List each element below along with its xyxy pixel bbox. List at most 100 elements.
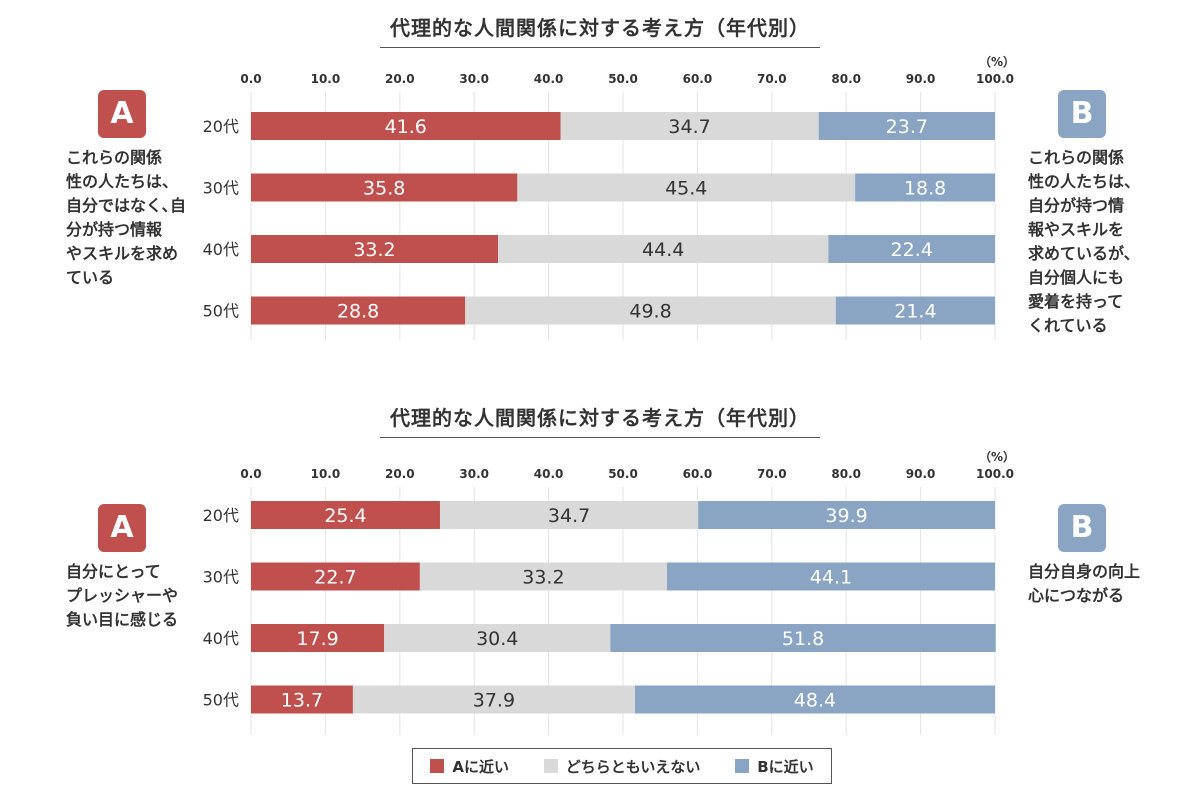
bar-segment xyxy=(384,624,611,652)
chart-title-1-text: 代理的な人間関係に対する考え方（年代別） xyxy=(380,12,820,48)
tick-label: 100.0 xyxy=(976,467,1014,481)
data-label: 49.8 xyxy=(629,301,671,323)
data-label: 18.8 xyxy=(904,178,946,200)
category-label: 20代 xyxy=(203,506,239,525)
note-b-2: 自分自身の向上 心につながる xyxy=(1028,562,1141,605)
tick-label: 40.0 xyxy=(534,72,564,86)
bar-segment xyxy=(818,112,995,140)
tick-label: 70.0 xyxy=(757,467,787,481)
chart-title-2: 代理的な人間関係に対する考え方（年代別） xyxy=(0,402,1200,438)
tick-label: 40.0 xyxy=(534,467,564,481)
legend-label-a: Aに近い xyxy=(452,757,509,776)
legend-item-a: Aに近い xyxy=(430,756,509,777)
note-a-2: 自分にとって プレッシャーや 負い目に感じる xyxy=(66,562,179,629)
tick-label: 10.0 xyxy=(311,72,341,86)
bar-segment xyxy=(498,235,829,263)
bar-segment xyxy=(855,173,995,202)
bar-segment xyxy=(828,235,995,263)
bar-segment xyxy=(666,562,995,591)
bar-segment xyxy=(251,562,420,591)
data-label: 21.4 xyxy=(894,301,936,323)
data-label: 25.4 xyxy=(324,505,366,527)
legend: Aに近い どちらともいえない Bに近い xyxy=(412,748,832,784)
bar-segment xyxy=(352,685,635,714)
data-label: 33.2 xyxy=(522,567,564,589)
bar-segment xyxy=(251,296,466,325)
tick-label: 10.0 xyxy=(311,467,341,481)
unit-label: （%） xyxy=(979,449,1015,464)
bar-segment xyxy=(465,296,836,325)
data-label: 37.9 xyxy=(473,690,515,712)
bar-segment xyxy=(698,501,995,529)
note-b-1: これらの関係 性の人たちは、 自分が持つ情 報やスキルを 求めているが、 自分個… xyxy=(1028,148,1141,335)
chart-1: 0.0 10.0 20.0 30.0 40.0 50.0 60.0 70.0 80.0 90.0 1… xyxy=(203,54,1015,340)
bar-segment xyxy=(251,235,499,263)
tick-label: 80.0 xyxy=(831,72,861,86)
data-label: 22.7 xyxy=(314,567,356,589)
data-label: 39.9 xyxy=(825,505,867,527)
tick-label: 30.0 xyxy=(459,467,489,481)
data-label: 30.4 xyxy=(476,628,518,650)
data-label: 13.7 xyxy=(281,690,323,712)
bar-segment xyxy=(251,112,561,140)
data-label: 34.7 xyxy=(668,116,710,138)
data-label: 45.4 xyxy=(665,178,707,200)
tick-label: 90.0 xyxy=(906,467,936,481)
legend-item-b: Bに近い xyxy=(735,756,814,777)
tick-label: 0.0 xyxy=(240,467,261,481)
bar-segment xyxy=(835,296,995,325)
legend-swatch-a xyxy=(430,759,445,773)
note-a-1: これらの関係 性の人たちは、 自分ではなく､自 分が持つ情報 やスキルを求め て… xyxy=(66,148,187,287)
chart-title-2-text: 代理的な人間関係に対する考え方（年代別） xyxy=(380,402,820,438)
tick-label: 80.0 xyxy=(831,467,861,481)
data-label: 35.8 xyxy=(363,178,405,200)
tick-label: 0.0 xyxy=(240,72,261,86)
tick-label: 30.0 xyxy=(459,72,489,86)
data-label: 28.8 xyxy=(337,301,379,323)
data-label: 48.4 xyxy=(794,690,836,712)
category-label: 40代 xyxy=(203,240,239,259)
data-label: 51.8 xyxy=(782,628,824,650)
bar-segment xyxy=(251,173,518,202)
data-label: 22.4 xyxy=(891,239,933,261)
data-label: 44.1 xyxy=(810,567,852,589)
bar-segment xyxy=(610,624,996,652)
data-label: 33.2 xyxy=(353,239,395,261)
bar-segment xyxy=(251,624,385,652)
legend-item-neutral: どちらともいえない xyxy=(543,756,701,777)
bar-segment xyxy=(560,112,819,140)
badge-b-1: B xyxy=(1058,90,1106,138)
data-label: 17.9 xyxy=(296,628,338,650)
tick-label: 90.0 xyxy=(906,72,936,86)
legend-label-neutral: どちらともいえない xyxy=(565,757,701,776)
legend-label-b: Bに近い xyxy=(757,757,814,776)
chart-title-1: 代理的な人間関係に対する考え方（年代別） xyxy=(0,12,1200,48)
category-label: 30代 xyxy=(203,568,239,587)
bar-segment xyxy=(251,685,353,714)
category-label: 40代 xyxy=(203,629,239,648)
tick-label: 50.0 xyxy=(608,467,638,481)
category-label: 20代 xyxy=(203,117,239,136)
bar-segment xyxy=(251,501,440,529)
tick-label: 50.0 xyxy=(608,72,638,86)
category-label: 50代 xyxy=(203,691,239,710)
tick-label: 100.0 xyxy=(976,72,1014,86)
tick-label: 70.0 xyxy=(757,72,787,86)
tick-label: 60.0 xyxy=(683,467,713,481)
badge-a-2: A xyxy=(98,504,146,552)
tick-label: 20.0 xyxy=(385,72,415,86)
data-label: 44.4 xyxy=(642,239,684,261)
bar-segment xyxy=(634,685,995,714)
unit-label: （%） xyxy=(979,54,1015,69)
bar-segment xyxy=(517,173,856,202)
bar-segment xyxy=(419,562,667,591)
badge-a-1: A xyxy=(98,90,146,138)
category-label: 50代 xyxy=(203,302,239,321)
badge-b-2: B xyxy=(1058,504,1106,552)
data-label: 41.6 xyxy=(385,116,427,138)
category-label: 30代 xyxy=(203,179,239,198)
tick-label: 60.0 xyxy=(683,72,713,86)
data-label: 23.7 xyxy=(886,116,928,138)
chart-2: 0.0 10.0 20.0 30.0 40.0 50.0 60.0 70.0 80.0 90.0 1… xyxy=(203,449,1015,735)
data-label: 34.7 xyxy=(548,505,590,527)
